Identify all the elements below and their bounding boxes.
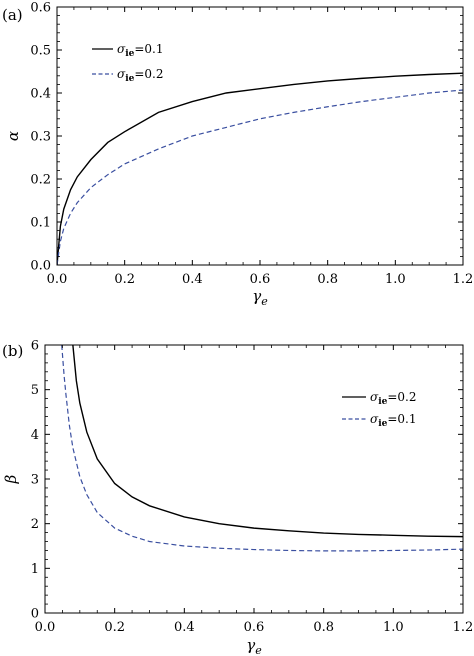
panel-a-label: (a) (2, 6, 23, 24)
panel-a-series-dashed-line (57, 89, 463, 265)
panel-b-x-tick-label: 0.0 (35, 620, 56, 635)
panel-b-x-tick-label: 0.2 (104, 620, 125, 635)
panel-b-x-axis-label: γe (246, 636, 262, 656)
panel-a-x-tick-label: 0.2 (114, 272, 135, 287)
panel-a-series-solid-line (57, 72, 463, 265)
panel-a-x-tick-label: 1.0 (385, 272, 406, 287)
panel-a-legend-entry: σie=0.1 (117, 42, 164, 59)
panel-a-x-tick-label: 0.4 (182, 272, 203, 287)
panel-b-series-solid-line (72, 345, 463, 538)
panel-b-y-tick-label: 0 (31, 607, 39, 622)
panel-a-x-tick-label: 1.2 (453, 272, 474, 287)
panel-b-x-tick-label: 1.2 (453, 620, 474, 635)
panel-a-x-tick-label: 0.0 (47, 272, 68, 287)
panel-b-x-tick-label: 0.6 (244, 620, 265, 635)
panel-b-y-tick-label: 5 (31, 383, 39, 398)
panel-b-legend-entry: σie=0.1 (370, 412, 417, 429)
panel-b-y-tick-label: 6 (31, 339, 39, 354)
panel-a-y-tick-label: 0.5 (30, 44, 51, 59)
panel-a-y-tick-label: 0.6 (30, 1, 51, 16)
panel-a-legend: σie=0.1 σie=0.2 (92, 42, 164, 84)
panel-b-y-tick-label: 1 (31, 562, 39, 577)
panel-a-x-tick-label: 0.6 (250, 272, 271, 287)
panel-a-y-axis-label: α (4, 131, 22, 141)
panel-b-x-tick-label: 0.8 (313, 620, 334, 635)
panel-b-legend-entry: σie=0.2 (370, 390, 417, 407)
panel-b: (b) 0.0 0.2 0.4 0.6 0.8 1.0 1.2 0 1 2 3 4 5 6 γe β σie=0.… (2, 339, 473, 656)
panel-b-label: (b) (2, 342, 23, 360)
panel-b-legend: σie=0.2 σie=0.1 (342, 390, 417, 429)
panel-a-y-tick-label: 0.2 (30, 173, 51, 188)
panel-b-x-tick-label: 0.4 (174, 620, 195, 635)
panel-a-y-tick-label: 0.1 (30, 216, 51, 231)
panel-a-y-tick-label: 0.4 (30, 87, 51, 102)
panel-b-x-tick-label: 1.0 (383, 620, 404, 635)
panel-a-x-tick-label: 0.8 (317, 272, 338, 287)
panel-b-y-tick-label: 2 (31, 517, 39, 532)
panel-b-frame (44, 344, 464, 614)
panel-a-legend-entry: σie=0.2 (117, 67, 164, 84)
panel-a-x-axis-label: γe (252, 287, 268, 308)
panel-a: (a) 0.0 0.2 0.4 0.6 0.8 1.0 1.2 0.0 0.1 0.2 0.3 0.4 0… (2, 1, 473, 309)
panel-b-y-tick-label: 4 (31, 428, 39, 443)
panel-a-y-tick-label: 0.3 (30, 130, 51, 145)
panel-b-y-axis-label: β (2, 474, 20, 484)
panel-b-y-tick-label: 3 (31, 473, 39, 488)
panel-a-y-tick-label: 0.0 (30, 259, 51, 274)
panel-b-series-dashed-line (61, 345, 463, 552)
